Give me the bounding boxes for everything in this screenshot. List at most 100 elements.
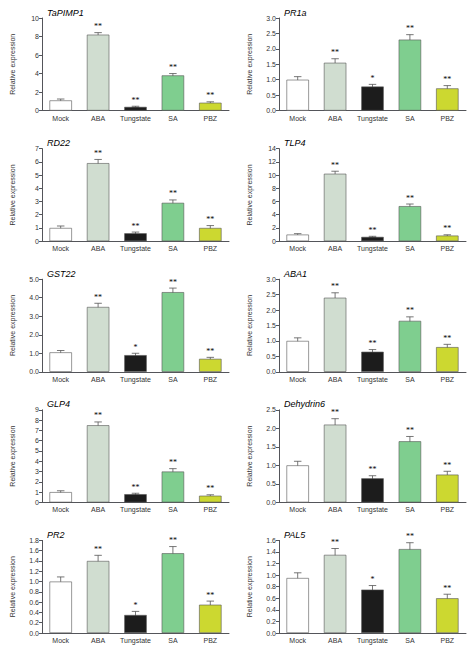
- svg-text:0.5: 0.5: [266, 92, 276, 99]
- svg-text:0: 0: [35, 238, 39, 245]
- svg-text:Mock: Mock: [52, 506, 69, 513]
- svg-text:**: **: [206, 91, 214, 100]
- svg-text:PBZ: PBZ: [203, 637, 217, 644]
- svg-text:0.4: 0.4: [29, 609, 39, 616]
- svg-text:2.5: 2.5: [266, 406, 276, 413]
- svg-text:**: **: [206, 215, 214, 224]
- svg-text:Relative expression: Relative expression: [246, 425, 254, 486]
- svg-text:*: *: [134, 601, 138, 610]
- svg-text:0.0: 0.0: [29, 368, 39, 375]
- svg-text:Tungstate: Tungstate: [357, 376, 388, 384]
- svg-text:2: 2: [35, 89, 39, 96]
- svg-text:0.2: 0.2: [29, 619, 39, 626]
- svg-text:0.0: 0.0: [266, 107, 276, 114]
- svg-text:ABA: ABA: [328, 245, 342, 252]
- svg-text:ABA: ABA: [91, 245, 105, 252]
- svg-text:2: 2: [272, 224, 276, 231]
- svg-text:2.0: 2.0: [29, 331, 39, 338]
- svg-text:10: 10: [31, 15, 39, 22]
- svg-text:1.2: 1.2: [266, 560, 276, 567]
- svg-text:*: *: [371, 74, 375, 83]
- svg-text:ABA1: ABA1: [283, 269, 307, 279]
- svg-text:Relative expression: Relative expression: [246, 556, 254, 617]
- svg-text:**: **: [406, 532, 414, 541]
- svg-text:4.0: 4.0: [29, 294, 39, 301]
- svg-text:PAL5: PAL5: [284, 530, 306, 540]
- svg-text:1.0: 1.0: [266, 572, 276, 579]
- svg-text:GLP4: GLP4: [47, 399, 70, 409]
- svg-text:**: **: [206, 591, 214, 600]
- svg-text:GST22: GST22: [47, 269, 76, 279]
- svg-text:1.5: 1.5: [266, 322, 276, 329]
- svg-text:SA: SA: [168, 506, 178, 513]
- svg-text:SA: SA: [405, 506, 415, 513]
- svg-text:2.0: 2.0: [266, 307, 276, 314]
- svg-text:1.6: 1.6: [266, 537, 276, 544]
- svg-text:ABA: ABA: [328, 376, 342, 383]
- svg-text:1.0: 1.0: [266, 337, 276, 344]
- svg-text:SA: SA: [405, 245, 415, 252]
- svg-text:0: 0: [35, 499, 39, 506]
- svg-text:0.0: 0.0: [29, 630, 39, 637]
- svg-text:ABA: ABA: [91, 376, 105, 383]
- svg-text:SA: SA: [168, 115, 178, 122]
- svg-text:**: **: [132, 222, 140, 231]
- svg-text:PR1a: PR1a: [284, 8, 307, 18]
- svg-text:Tungstate: Tungstate: [357, 245, 388, 253]
- svg-text:**: **: [369, 339, 377, 348]
- svg-text:**: **: [406, 426, 414, 435]
- svg-text:0.5: 0.5: [266, 480, 276, 487]
- svg-text:5: 5: [35, 172, 39, 179]
- svg-text:PBZ: PBZ: [440, 115, 454, 122]
- svg-text:SA: SA: [405, 376, 415, 383]
- svg-text:**: **: [406, 194, 414, 203]
- svg-text:**: **: [169, 536, 177, 545]
- svg-text:**: **: [331, 48, 339, 57]
- svg-text:12: 12: [268, 158, 276, 165]
- svg-text:1.8: 1.8: [29, 537, 39, 544]
- svg-text:Tungstate: Tungstate: [120, 376, 151, 384]
- svg-text:**: **: [132, 483, 140, 492]
- svg-text:**: **: [443, 461, 451, 470]
- svg-text:TLP4: TLP4: [284, 138, 306, 148]
- svg-text:SA: SA: [405, 637, 415, 644]
- svg-text:SA: SA: [168, 376, 178, 383]
- svg-text:9: 9: [35, 406, 39, 413]
- svg-text:TaPIMP1: TaPIMP1: [47, 8, 84, 18]
- svg-text:Relative expression: Relative expression: [9, 295, 17, 356]
- svg-text:Mock: Mock: [52, 115, 69, 122]
- svg-text:4: 4: [35, 458, 39, 465]
- svg-text:Tungstate: Tungstate: [120, 115, 151, 123]
- svg-text:Dehydrin6: Dehydrin6: [284, 399, 325, 409]
- svg-text:**: **: [331, 408, 339, 417]
- svg-text:3.0: 3.0: [266, 276, 276, 283]
- svg-text:1.5: 1.5: [266, 443, 276, 450]
- svg-text:PR2: PR2: [47, 530, 65, 540]
- svg-text:0.2: 0.2: [266, 618, 276, 625]
- svg-text:Relative expression: Relative expression: [246, 164, 254, 225]
- svg-text:Mock: Mock: [289, 115, 306, 122]
- svg-text:**: **: [169, 63, 177, 72]
- svg-text:0.5: 0.5: [266, 353, 276, 360]
- svg-text:4: 4: [35, 70, 39, 77]
- svg-text:8: 8: [35, 417, 39, 424]
- svg-text:ABA: ABA: [328, 506, 342, 513]
- svg-text:0: 0: [272, 238, 276, 245]
- svg-text:**: **: [369, 465, 377, 474]
- svg-text:6: 6: [272, 198, 276, 205]
- svg-text:**: **: [169, 278, 177, 287]
- svg-text:0.0: 0.0: [266, 630, 276, 637]
- svg-text:**: **: [406, 24, 414, 33]
- svg-text:Tungstate: Tungstate: [120, 506, 151, 514]
- svg-text:**: **: [94, 293, 102, 302]
- svg-text:ABA: ABA: [328, 115, 342, 122]
- svg-text:Relative expression: Relative expression: [9, 556, 17, 617]
- svg-text:Relative expression: Relative expression: [9, 34, 17, 95]
- svg-text:4: 4: [272, 211, 276, 218]
- svg-text:Mock: Mock: [52, 376, 69, 383]
- svg-text:*: *: [134, 343, 138, 352]
- svg-text:1: 1: [35, 224, 39, 231]
- svg-text:7: 7: [35, 427, 39, 434]
- svg-text:PBZ: PBZ: [440, 245, 454, 252]
- svg-text:2: 2: [35, 211, 39, 218]
